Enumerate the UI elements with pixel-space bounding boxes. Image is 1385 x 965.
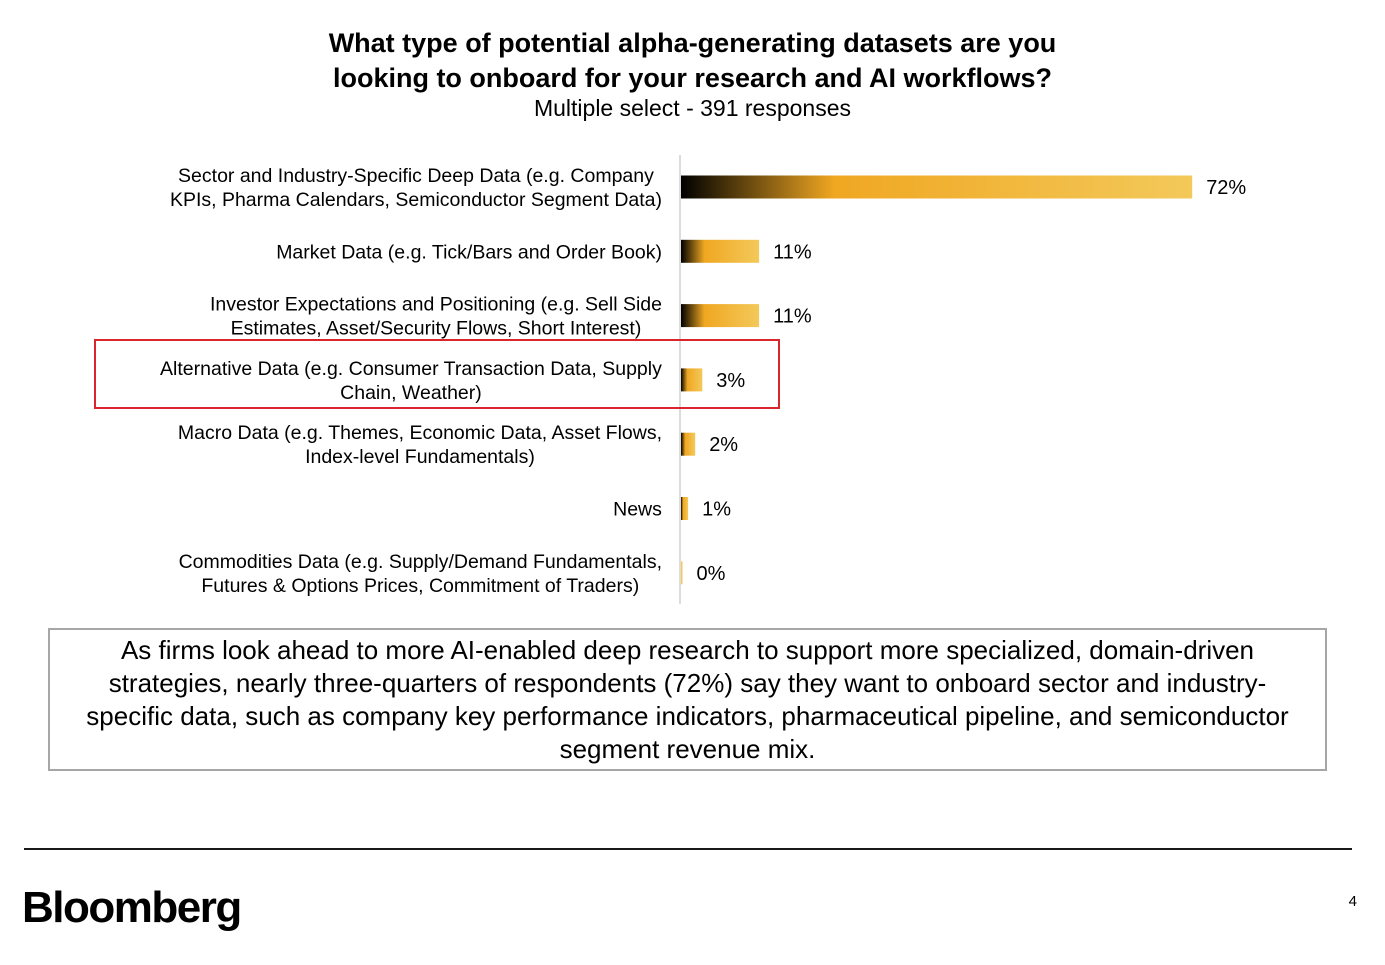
category-label-3: Alternative Data (e.g. Consumer Transact… <box>160 358 662 404</box>
category-label-4-line-0: Macro Data (e.g. Themes, Economic Data, … <box>178 422 662 444</box>
category-label-0-line-1: KPIs, Pharma Calendars, Semiconductor Se… <box>170 189 662 211</box>
category-label-3-line-1: Chain, Weather) <box>340 382 482 404</box>
bar-5 <box>681 497 689 520</box>
bar-6 <box>681 561 683 585</box>
category-label-2-line-0: Investor Expectations and Positioning (e… <box>210 294 662 316</box>
chart-subtitle: Multiple select - 391 responses <box>533 95 852 121</box>
category-label-6-line-1: Futures & Options Prices, Commitment of … <box>201 575 639 597</box>
category-label-4: Macro Data (e.g. Themes, Economic Data, … <box>178 422 662 468</box>
value-label-5: 1% <box>702 499 731 521</box>
chart-title-line-1: What type of potential alpha-generating … <box>328 28 1057 58</box>
value-label-6: 0% <box>697 563 726 585</box>
bar-4 <box>681 432 696 456</box>
category-label-5-line-0: News <box>613 499 662 521</box>
highlight-box-alternative-data <box>94 339 780 409</box>
category-label-3-line-0: Alternative Data (e.g. Consumer Transact… <box>160 358 662 380</box>
value-label-2: 11% <box>773 306 812 328</box>
category-label-0-line-0: Sector and Industry-Specific Deep Data (… <box>178 165 654 187</box>
value-label-1: 11% <box>773 241 812 263</box>
bar-chart: 72% Sector and Industry-Specific Deep Dat… <box>160 155 1246 604</box>
bar-3 <box>681 368 703 392</box>
category-label-4-line-1: Index-level Fundamentals) <box>305 446 535 468</box>
chart-title-line-2: looking to onboard for your research and… <box>332 63 1053 93</box>
callout-text: As firms look ahead to more AI-enabled d… <box>86 634 1289 764</box>
category-label-0: Sector and Industry-Specific Deep Data (… <box>170 165 662 211</box>
value-label-0: 72% <box>1206 177 1246 199</box>
bar-1 <box>681 239 760 263</box>
callout-box: As firms look ahead to more AI-enabled d… <box>48 628 1327 771</box>
value-label-4: 2% <box>709 434 738 456</box>
bar-2 <box>681 304 760 328</box>
bar-0 <box>681 175 1193 199</box>
chart-title: What type of potential alpha-generating … <box>0 26 1385 96</box>
category-label-1: Market Data (e.g. Tick/Bars and Order Bo… <box>276 241 662 263</box>
category-label-1-line-0: Market Data (e.g. Tick/Bars and Order Bo… <box>276 241 662 263</box>
category-label-5: News <box>613 499 662 521</box>
category-label-2-line-1: Estimates, Asset/Security Flows, Short I… <box>231 318 642 340</box>
category-label-2: Investor Expectations and Positioning (e… <box>210 294 662 340</box>
footer-divider <box>24 848 1352 850</box>
value-label-3: 3% <box>716 370 745 392</box>
bloomberg-logo: Bloomberg <box>22 883 242 932</box>
category-label-6-line-0: Commodities Data (e.g. Supply/Demand Fun… <box>179 551 662 573</box>
page-number: 4 <box>1348 893 1357 910</box>
category-label-6: Commodities Data (e.g. Supply/Demand Fun… <box>179 551 662 597</box>
